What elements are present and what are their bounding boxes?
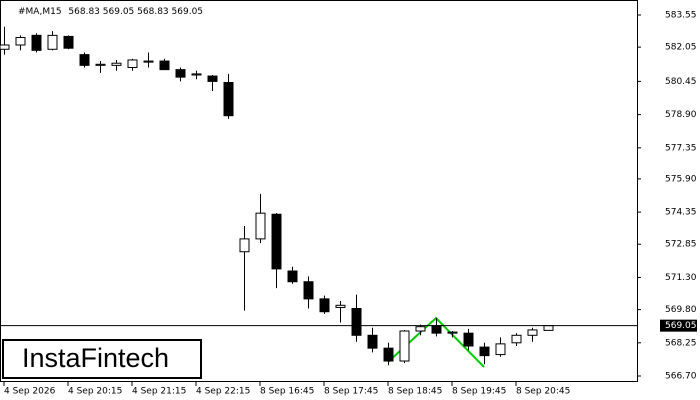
x-tick-label: 4 Sep 22:15 [196,387,250,397]
x-tick-label: 8 Sep 16:45 [260,387,314,397]
price-box [660,319,697,332]
y-tick-label: 575.90 [665,174,697,184]
y-tick-label: 571.30 [665,273,697,283]
candle-body [31,34,42,51]
candle-body [463,332,474,347]
candle-body [143,60,154,63]
candle-body [351,308,362,336]
candle-body [191,73,202,76]
candle-body [399,330,410,362]
candle-body [543,325,554,331]
price-label: 569.05 [665,321,697,331]
candle-body [79,54,90,66]
candle-body [255,212,266,240]
candle-body [223,81,234,117]
candle-body [271,213,282,270]
candle-body [47,34,58,50]
candle-body [95,63,106,66]
candle-body [447,331,458,334]
x-tick-label: 8 Sep 17:45 [324,387,378,397]
candle-body [287,270,298,283]
candle-body [207,75,218,82]
plot-frame [0,0,638,382]
candle-body [15,36,26,46]
x-tick-label: 8 Sep 20:45 [516,387,570,397]
candle-body [319,298,330,313]
y-tick-label: 577.35 [665,143,697,153]
y-tick-label: 578.90 [665,110,697,120]
x-tick-label: 8 Sep 18:45 [388,387,442,397]
candle-body [415,326,426,332]
header-open: 568.83 [68,7,100,17]
x-tick-label: 4 Sep 2026 [4,387,56,397]
candle-body [383,347,394,362]
candle-body [527,329,538,336]
candle-body [127,59,138,68]
candle-body [159,60,170,71]
y-tick-label: 580.45 [665,77,697,87]
candle-body [303,281,314,300]
candle-body [495,343,506,356]
chart-header: #MA,M15 568.83 569.05 568.83 569.05 [18,7,203,17]
y-tick-label: 569.80 [665,305,697,315]
y-tick-label: 574.35 [665,208,697,218]
header-low: 568.83 [137,7,169,17]
y-tick-label: 572.85 [665,240,697,250]
x-tick-label: 8 Sep 19:45 [452,387,506,397]
candle-body [63,35,74,49]
candle-body [335,304,346,308]
candle-body [431,325,442,334]
x-tick-label: 4 Sep 20:15 [68,387,122,397]
y-tick-label: 582.05 [665,43,697,53]
header-high: 569.05 [103,7,135,17]
symbol: #MA,M15 [18,7,62,17]
candle-body [111,62,122,66]
logo-box [2,339,202,379]
candle-body [175,69,186,78]
candle-body [367,334,378,349]
x-tick-label: 4 Sep 21:15 [132,387,186,397]
candle-body [511,334,522,344]
candle-body [0,44,10,50]
y-tick-label: 583.55 [665,10,697,20]
candle-body [479,346,490,357]
y-tick-label: 566.70 [665,372,697,382]
logo: InstaFintech [22,343,169,373]
y-tick-label: 568.25 [665,338,697,348]
candle-body [239,238,250,253]
header-close: 569.05 [172,7,204,17]
